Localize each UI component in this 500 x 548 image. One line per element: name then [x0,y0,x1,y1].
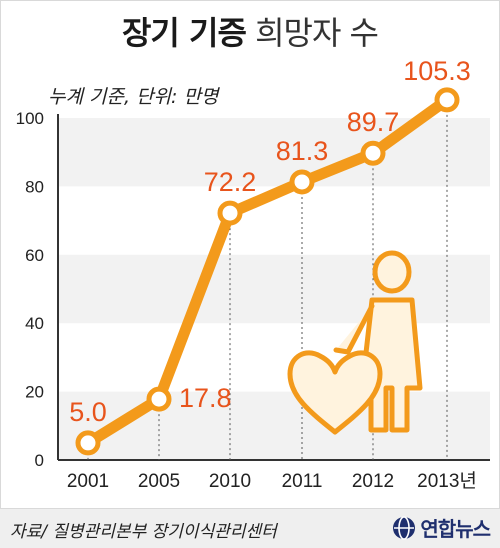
x-tick-label: 2011 [282,471,323,492]
y-tick-label: 80 [25,177,44,196]
y-tick-label: 20 [25,383,44,402]
series-polyline [82,94,453,449]
y-tick-labels: 0 20 40 60 80 100 [16,109,44,470]
person-icon [333,250,423,433]
data-point [75,430,101,456]
logo-text: 연합뉴스 [420,517,491,541]
data-point [217,200,243,226]
data-label: 72.2 [204,167,257,197]
data-label: 105.3 [403,56,471,86]
data-label: 81.3 [276,136,329,166]
y-tick-label: 60 [25,246,44,265]
x-tick-label: 2012 [352,471,394,492]
x-tick-labels: 2001 2005 2010 2011 2012 2013년 [67,470,477,492]
data-point [360,140,386,166]
line-chart: 2001 2005 2010 2011 2012 2013년 0 20 40 60 80 100 5… [16,56,490,492]
grid-bands [58,118,490,460]
data-label: 17.8 [179,383,232,413]
data-label: 89.7 [347,107,400,137]
axes [57,114,490,461]
globe-icon [393,515,416,540]
yonhap-logo: 연합뉴스 [392,513,491,542]
grid-band [58,391,490,460]
chart-subtitle: 누계 기준, 단위: 만명 [48,86,219,108]
grid-band [58,118,490,187]
grid-band [58,254,490,324]
title-bold: 장기 기증 [121,14,247,52]
source-note: 자료/ 질병관리본부 장기이식관리센터 [10,522,277,542]
donor-heart-illustration [287,250,423,435]
heart-icon [287,350,383,435]
y-tick-label: 100 [16,109,44,128]
data-point [434,87,460,113]
y-tick-label: 0 [35,451,44,470]
title-light: 희망자 수 [255,14,379,52]
data-point [289,169,315,195]
x-tick-label: 2005 [138,471,180,492]
y-tick-label: 40 [25,314,44,333]
series-line [75,87,460,456]
data-label: 5.0 [69,397,107,427]
x-tick-label: 2013년 [417,470,477,492]
x-tick-label: 2001 [67,471,109,492]
chart-title: 장기 기증 희망자 수 [0,8,500,54]
x-tick-label: 2010 [209,471,251,492]
footer-bar: 자료/ 질병관리본부 장기이식관리센터 연합뉴스 [0,508,500,548]
data-point [146,386,172,412]
